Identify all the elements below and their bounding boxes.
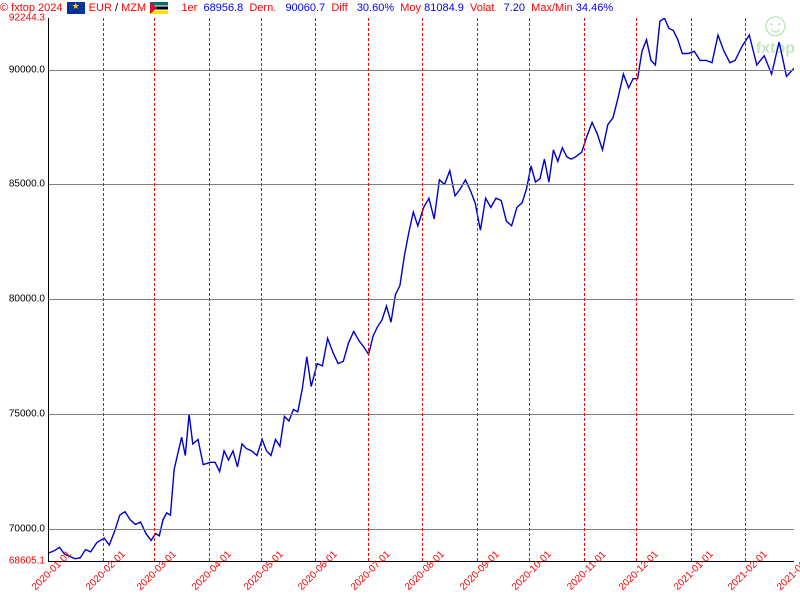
vertical-gridline bbox=[209, 18, 210, 561]
vertical-gridline bbox=[422, 18, 423, 561]
y-min-label: 68605.1 bbox=[3, 556, 45, 567]
y-max-label: 92244.3 bbox=[3, 13, 45, 24]
volat-value: 7.20 bbox=[504, 2, 525, 14]
vertical-gridline bbox=[103, 18, 104, 561]
y-tick-label: 70000.0 bbox=[3, 523, 45, 534]
pair-right: MZM bbox=[121, 2, 146, 14]
vertical-gridline bbox=[261, 18, 262, 561]
vertical-gridline bbox=[154, 18, 155, 561]
vertical-gridline bbox=[315, 18, 316, 561]
volat-label: Volat bbox=[470, 2, 494, 14]
pair-left: EUR bbox=[89, 2, 112, 14]
last-label: Dern. bbox=[249, 2, 276, 14]
diff-value: 30.60% bbox=[357, 2, 394, 14]
pair-separator: / bbox=[115, 2, 118, 14]
vertical-gridline bbox=[745, 18, 746, 561]
y-tick-label: 75000.0 bbox=[3, 409, 45, 420]
y-tick-label: 80000.0 bbox=[3, 294, 45, 305]
vertical-gridline bbox=[636, 18, 637, 561]
maxmin-label: Max/Min bbox=[531, 2, 573, 14]
avg-label: Moy bbox=[400, 2, 421, 14]
vertical-gridline bbox=[368, 18, 369, 561]
last-value: 90060.7 bbox=[285, 2, 325, 14]
maxmin-value: 34.46% bbox=[576, 2, 613, 14]
vertical-gridline bbox=[477, 18, 478, 561]
diff-label: Diff bbox=[331, 2, 347, 14]
chart-plot-area bbox=[48, 18, 794, 562]
vertical-gridline bbox=[529, 18, 530, 561]
vertical-gridline bbox=[691, 18, 692, 561]
vertical-gridline bbox=[584, 18, 585, 561]
first-label: 1er bbox=[181, 2, 197, 14]
flag-mzm-icon bbox=[150, 2, 168, 14]
chart-header: © fxtop 2024 EUR / MZM 1er 68956.8 Dern.… bbox=[0, 2, 800, 18]
first-value: 68956.8 bbox=[203, 2, 243, 14]
avg-value: 81084.9 bbox=[424, 2, 464, 14]
y-tick-label: 90000.0 bbox=[3, 64, 45, 75]
y-tick-label: 85000.0 bbox=[3, 179, 45, 190]
flag-eur-icon bbox=[67, 2, 85, 14]
